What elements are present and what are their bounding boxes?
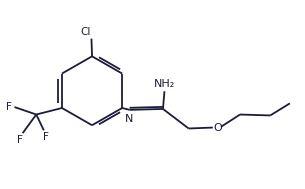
Text: F: F — [5, 102, 12, 112]
Text: F: F — [17, 135, 23, 145]
Text: O: O — [213, 122, 222, 132]
Text: N: N — [125, 114, 133, 124]
Text: F: F — [43, 132, 49, 142]
Text: NH₂: NH₂ — [154, 79, 175, 89]
Text: Cl: Cl — [81, 27, 91, 37]
